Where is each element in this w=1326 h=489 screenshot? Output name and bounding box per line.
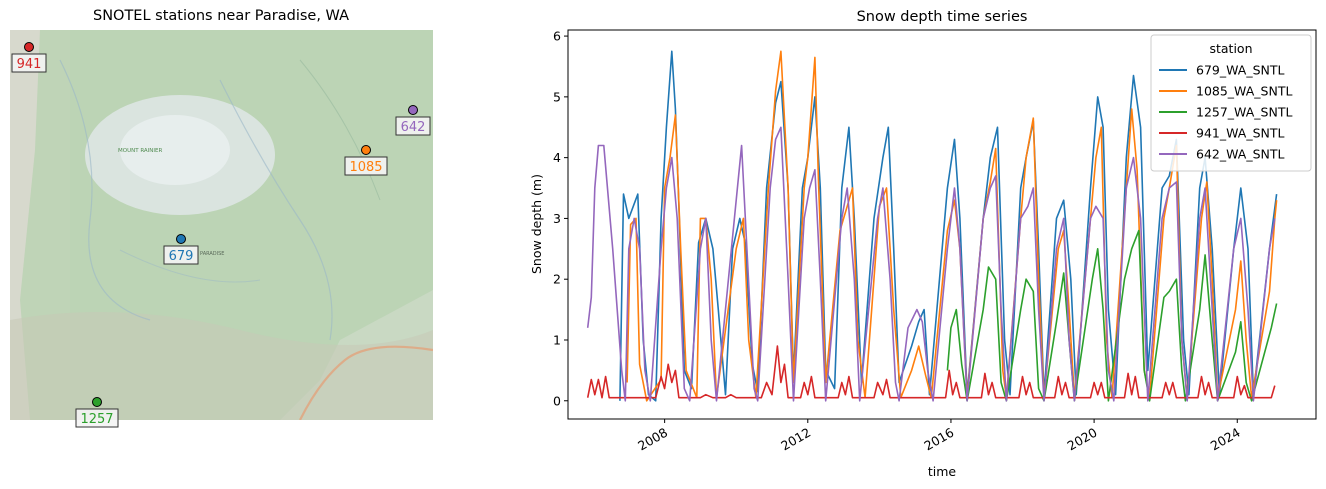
legend-item: 642_WA_SNTL [1159, 147, 1285, 162]
x-tick-label: 2024 [1208, 425, 1243, 454]
series-line-642_WA_SNTL [586, 126, 1276, 402]
legend-item: 1085_WA_SNTL [1159, 84, 1292, 99]
station-label: 941 [17, 57, 42, 72]
legend-item: 1257_WA_SNTL [1159, 105, 1292, 120]
plot-frame [567, 29, 1317, 420]
legend-item: 941_WA_SNTL [1159, 126, 1285, 141]
station-marker [408, 105, 418, 115]
station-679: 679 [163, 234, 199, 265]
y-tick-label: 1 [553, 332, 561, 347]
station-label: 679 [169, 249, 194, 264]
y-tick-label: 4 [553, 150, 561, 165]
x-tick-label: 2008 [635, 425, 670, 454]
station-642: 642 [395, 105, 431, 136]
station-marker [24, 42, 34, 52]
station-1085: 1085 [344, 145, 388, 176]
station-marker [92, 397, 102, 407]
station-label: 1085 [349, 160, 382, 175]
station-label: 1257 [80, 412, 113, 427]
station-markers: 941 642 1085 679 1257 [11, 42, 431, 428]
x-axis-label: time [928, 464, 957, 479]
station-label-box [395, 116, 431, 136]
y-axis-label: Snow depth (m) [529, 174, 544, 274]
series-line-1257_WA_SNTL [946, 229, 1278, 402]
station-label: 642 [401, 120, 426, 135]
chart-title: Snow depth time series [857, 9, 1028, 25]
series-line-941_WA_SNTL [586, 345, 1276, 399]
y-tick-label: 5 [553, 89, 561, 104]
legend-title: station [1209, 41, 1252, 56]
y-tick-label: 0 [553, 393, 561, 408]
y-tick-label: 3 [553, 211, 561, 226]
legend-item: 679_WA_SNTL [1159, 63, 1285, 78]
legend-label: 941_WA_SNTL [1196, 126, 1285, 141]
legend-items: 679_WA_SNTL 1085_WA_SNTL 1257_WA_SNTL 941_W… [1159, 63, 1292, 162]
series-lines [586, 50, 1278, 402]
legend-label: 1085_WA_SNTL [1196, 84, 1292, 99]
station-label-box [75, 408, 119, 428]
station-marker [176, 234, 186, 244]
legend-label: 642_WA_SNTL [1196, 147, 1285, 162]
y-tick-label: 2 [553, 272, 561, 287]
map-label-paradise: PARADISE [200, 251, 224, 257]
x-tick-label: 2020 [1065, 425, 1100, 454]
basemap: MOUNT RAINIER PARADISE [10, 30, 433, 420]
station-1257: 1257 [75, 397, 119, 428]
station-marker [361, 145, 371, 155]
map-title: SNOTEL stations near Paradise, WA [93, 8, 349, 24]
x-axis-ticks: 2008 2012 2016 2020 2024 [635, 419, 1243, 454]
x-tick-label: 2012 [778, 425, 813, 454]
legend-frame [1150, 34, 1312, 172]
map-label-mount-rainier: MOUNT RAINIER [118, 148, 163, 154]
legend-label: 1257_WA_SNTL [1196, 105, 1292, 120]
y-tick-label: 6 [553, 29, 561, 44]
station-941: 941 [11, 42, 47, 73]
y-axis-ticks: 0 1 2 3 4 5 6 [553, 29, 568, 408]
station-label-box [163, 245, 199, 265]
x-tick-label: 2016 [921, 425, 956, 454]
station-label-box [344, 156, 388, 176]
legend-label: 679_WA_SNTL [1196, 63, 1285, 78]
legend: station 679_WA_SNTL 1085_WA_SNTL 1257_WA_S… [1150, 34, 1312, 172]
station-label-box [11, 53, 47, 73]
